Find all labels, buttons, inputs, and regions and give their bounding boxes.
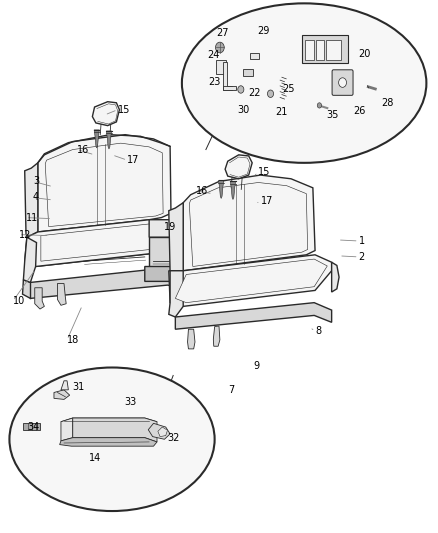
Polygon shape [106,131,112,149]
Bar [23,423,40,430]
Polygon shape [92,102,120,126]
Polygon shape [61,418,157,426]
Text: 27: 27 [216,28,229,38]
Text: 20: 20 [359,49,371,59]
Text: 4: 4 [32,192,38,203]
Ellipse shape [10,368,215,511]
FancyBboxPatch shape [332,70,353,95]
Polygon shape [171,237,183,272]
Circle shape [339,78,346,87]
Polygon shape [230,181,236,199]
Text: 29: 29 [258,26,270,36]
Polygon shape [45,143,163,227]
Circle shape [317,103,321,108]
Polygon shape [175,259,327,303]
Text: 18: 18 [67,335,79,345]
Text: 35: 35 [326,110,338,120]
Polygon shape [41,224,178,261]
Polygon shape [61,381,68,390]
Bar [316,40,324,60]
Polygon shape [189,182,307,266]
Polygon shape [94,130,99,148]
Polygon shape [60,438,157,446]
Polygon shape [332,262,339,292]
Text: 23: 23 [208,77,221,87]
Text: 17: 17 [127,155,140,165]
Text: 1: 1 [359,236,365,246]
Polygon shape [169,255,332,306]
Text: 10: 10 [13,296,25,306]
Text: 28: 28 [381,98,394,108]
Polygon shape [57,284,66,305]
Text: 19: 19 [164,222,177,232]
Text: 30: 30 [237,104,250,115]
Text: 12: 12 [19,230,32,240]
Polygon shape [225,155,252,179]
Polygon shape [38,135,171,232]
Bar [243,69,253,76]
Text: 8: 8 [315,326,321,336]
Text: 33: 33 [124,397,137,407]
Polygon shape [223,62,232,90]
Polygon shape [54,390,70,399]
Text: 7: 7 [229,385,235,395]
Text: 15: 15 [118,104,130,115]
Text: 2: 2 [359,252,365,262]
Polygon shape [22,268,183,298]
Text: 24: 24 [207,50,219,60]
Polygon shape [149,220,183,243]
Text: 17: 17 [261,196,273,206]
Text: 3: 3 [33,176,39,187]
Circle shape [215,42,224,53]
Polygon shape [145,266,183,285]
Text: 21: 21 [275,107,287,117]
Text: 16: 16 [196,186,208,196]
Polygon shape [187,329,195,349]
Polygon shape [26,220,183,266]
Polygon shape [148,423,170,439]
Text: 14: 14 [89,453,102,463]
Text: 25: 25 [283,84,295,94]
Bar [326,40,341,60]
Polygon shape [158,427,167,437]
Text: 16: 16 [77,144,89,155]
Text: 34: 34 [28,422,40,432]
Ellipse shape [182,3,426,163]
Bar [302,35,348,63]
Polygon shape [183,175,315,271]
Polygon shape [219,180,224,198]
Polygon shape [213,326,220,346]
Polygon shape [23,237,36,282]
Polygon shape [73,418,157,442]
Text: 15: 15 [258,167,271,177]
Circle shape [268,90,274,98]
Polygon shape [169,271,183,317]
Polygon shape [223,86,237,90]
Polygon shape [215,60,226,74]
Bar [305,40,314,60]
Polygon shape [35,288,44,309]
Text: 9: 9 [253,361,259,371]
Bar [250,53,259,59]
Text: 22: 22 [248,88,260,98]
Polygon shape [25,163,38,237]
Polygon shape [169,203,183,276]
Text: 11: 11 [26,213,38,223]
Polygon shape [149,237,171,266]
Text: 31: 31 [72,382,84,392]
Polygon shape [61,418,73,441]
Polygon shape [175,303,332,329]
Circle shape [238,86,244,93]
Polygon shape [25,220,183,266]
Text: 26: 26 [353,106,366,116]
Text: 32: 32 [167,433,180,443]
